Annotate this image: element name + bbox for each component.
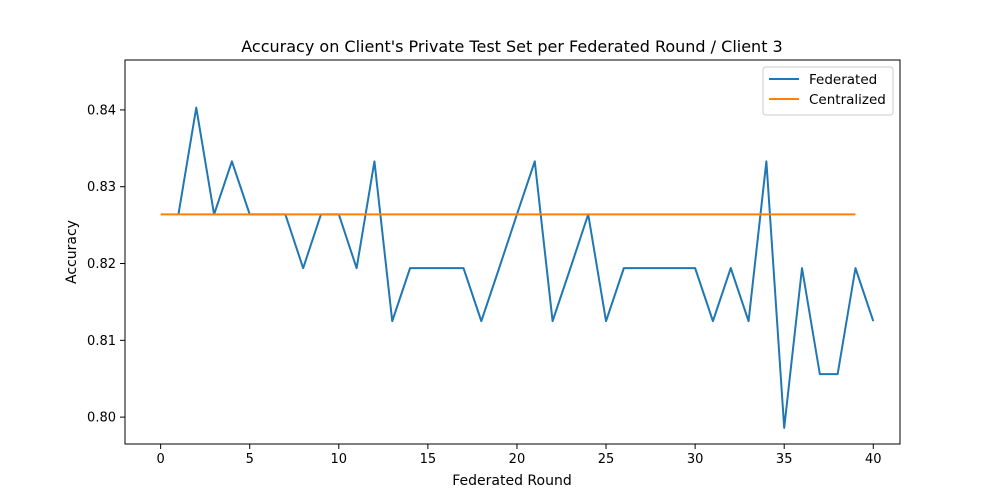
y-tick-label: 0.82 <box>87 257 116 272</box>
x-tick-label: 35 <box>776 452 793 467</box>
series-layer <box>160 106 875 429</box>
y-tick-label: 0.84 <box>87 103 116 118</box>
y-axis: 0.80 0.81 0.82 0.83 0.84 <box>87 103 125 426</box>
y-tick-label: 0.80 <box>87 411 116 426</box>
x-tick-label: 25 <box>598 452 615 467</box>
x-tick-label: 5 <box>246 452 254 467</box>
x-tick-label: 20 <box>509 452 526 467</box>
series-line-federated <box>177 106 875 429</box>
plot-area <box>124 59 901 445</box>
x-tick-label: 10 <box>331 452 348 467</box>
chart-title: Accuracy on Client's Private Test Set pe… <box>241 37 782 56</box>
legend: Federated Centralized <box>762 66 894 116</box>
legend-label-federated: Federated <box>809 72 877 88</box>
y-tick-label: 0.83 <box>87 180 116 195</box>
legend-label-centralized: Centralized <box>809 92 886 108</box>
x-tick-label: 0 <box>156 452 164 467</box>
x-tick-label: 15 <box>420 452 437 467</box>
x-tick-label: 40 <box>865 452 882 467</box>
x-tick-label: 30 <box>687 452 704 467</box>
x-axis: 0 5 10 15 20 25 30 35 40 <box>156 444 882 467</box>
x-axis-label: Federated Round <box>452 473 571 489</box>
y-tick-label: 0.81 <box>87 334 116 349</box>
y-axis-label: Accuracy <box>64 220 80 284</box>
plot-frame <box>124 59 901 445</box>
